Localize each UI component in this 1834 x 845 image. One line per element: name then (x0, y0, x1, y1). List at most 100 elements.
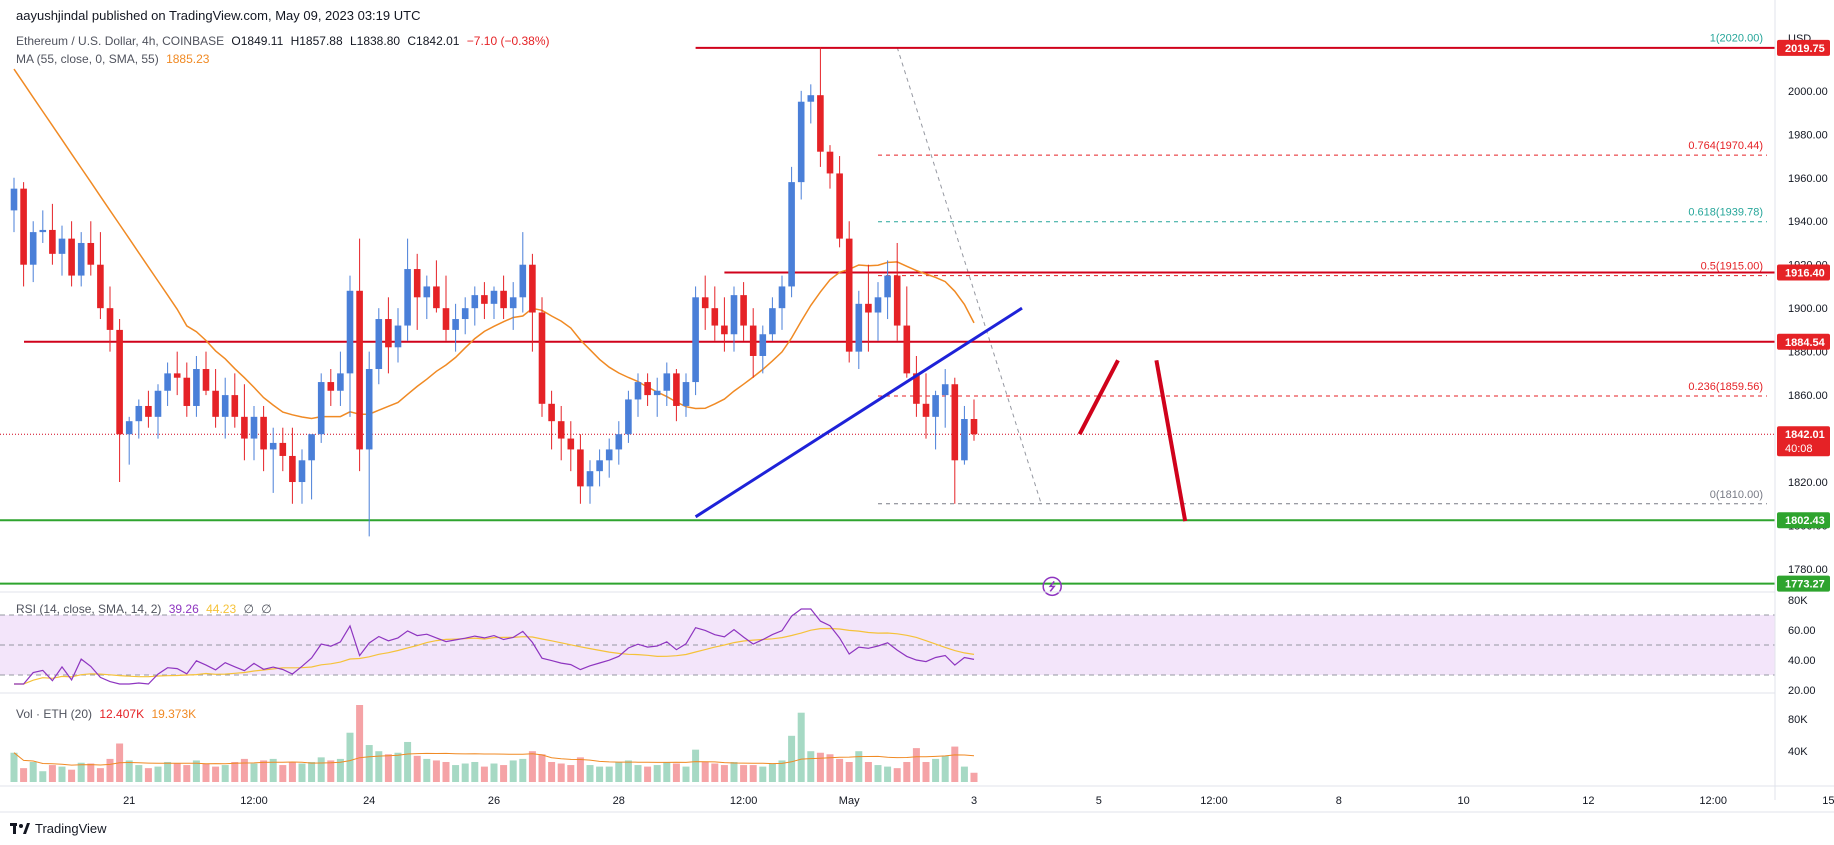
candle-body (250, 416, 258, 439)
y-tick-label: 1780.00 (1788, 564, 1828, 576)
volume-bar (240, 758, 248, 782)
candle-body (125, 421, 133, 435)
volume-bar (730, 761, 738, 782)
tradingview-brand[interactable]: TradingView (10, 821, 107, 836)
rsi-legend[interactable]: RSI (14, close, SMA, 14, 2) 39.26 44.23 … (16, 602, 276, 616)
volume-bar (356, 705, 364, 782)
candle-body (605, 449, 613, 461)
volume-bar (384, 754, 392, 782)
rsi-tick-label: 60.00 (1788, 625, 1816, 637)
volume-bar (586, 765, 594, 782)
volume-bar (221, 765, 229, 782)
candle-body (826, 151, 834, 174)
volume-bar (87, 763, 95, 782)
candle-body (173, 373, 181, 378)
candle-body (183, 377, 191, 406)
x-tick-label: 3 (971, 795, 977, 807)
candle-body (778, 286, 786, 309)
candle-body (298, 460, 306, 483)
fib-level-label: 0.236(1859.56) (1688, 381, 1763, 393)
candle-body (644, 382, 651, 396)
y-tick-label: 2000.00 (1788, 86, 1828, 98)
volume-bar (10, 752, 18, 782)
ohlc-change: −7.10 (−0.38%) (466, 34, 550, 48)
volume-bar (538, 754, 546, 782)
volume-bar (519, 758, 527, 782)
volume-bar (855, 751, 863, 782)
price-tag-bg (1777, 264, 1830, 281)
volume-bar (144, 768, 152, 782)
candle-body (49, 229, 56, 254)
volume-bar (365, 745, 373, 782)
candle-body (365, 369, 373, 450)
projection-down-arrow (1154, 359, 1188, 522)
price-tag-bg (1777, 512, 1830, 529)
volume-bar (797, 712, 805, 782)
fib-level-label: 1(2020.00) (1710, 32, 1763, 44)
y-tick-label: 1860.00 (1788, 390, 1828, 402)
volume-bar (932, 758, 940, 782)
candle-body (356, 290, 363, 450)
candle-body (951, 384, 959, 461)
candle-body (154, 390, 162, 417)
candle-body (970, 419, 978, 435)
volume-bar (951, 746, 959, 782)
lightning-icon (1048, 580, 1056, 592)
volume-bar (874, 765, 882, 782)
price-tag-countdown: 40:08 (1785, 443, 1813, 455)
candle-body (586, 471, 594, 487)
volume-bar (375, 751, 383, 782)
candle-body (529, 264, 536, 313)
candle-body (634, 382, 642, 400)
candle-body (29, 232, 37, 265)
volume-bar (183, 765, 191, 782)
volume-bar (154, 766, 162, 782)
ma-value: 1885.23 (166, 52, 210, 66)
drawings (694, 306, 1188, 597)
volume-sma-value: 19.373K (151, 707, 197, 721)
candle-body (538, 312, 546, 404)
volume-bars (10, 705, 978, 782)
price-tags: 2019.75 1916.40 1884.54 1842.01 40:08 1802.43… (1777, 39, 1830, 592)
symbol-title: Ethereum / U.S. Dollar, 4h, COINBASE (16, 34, 225, 48)
volume-bar (807, 751, 815, 782)
volume-bar (212, 766, 220, 782)
candle-body (922, 403, 930, 417)
rsi-line (14, 608, 975, 685)
candle-body (961, 419, 968, 461)
ma-legend[interactable]: MA (55, close, 0, SMA, 55) 1885.23 (16, 52, 213, 66)
volume-bar (596, 766, 604, 782)
x-tick-label: 28 (613, 795, 625, 807)
candle-body (673, 373, 680, 406)
volume-label: Vol · ETH (20) (16, 707, 93, 721)
volume-bar (58, 766, 66, 782)
candle-body (615, 434, 623, 450)
ohlc-high: H1857.88 (290, 34, 343, 48)
volume-legend[interactable]: Vol · ETH (20) 12.407K 19.373K (16, 707, 200, 721)
x-tick-label: 26 (488, 795, 500, 807)
candle-body (327, 382, 335, 391)
candle-body (548, 403, 555, 422)
volume-bar (672, 763, 680, 782)
volume-ma-line (13, 752, 975, 766)
volume-bar (884, 766, 892, 782)
ohlc-close: C1842.01 (407, 34, 460, 48)
candle-body (193, 369, 200, 406)
candle-body (212, 390, 219, 417)
axes: USD1780.001800.001820.001840.001860.0018… (0, 0, 1834, 813)
volume-bar (941, 755, 949, 782)
volume-bar (644, 766, 652, 782)
volume-bar (893, 768, 901, 782)
candle-body (845, 238, 853, 352)
candle-body (289, 455, 296, 483)
candle-body (721, 325, 728, 335)
candle-body (10, 188, 18, 211)
candle-body (740, 295, 747, 326)
price-tag-label: 2019.75 (1785, 43, 1825, 55)
rsi-sma-line (14, 627, 975, 685)
candle-body (807, 95, 815, 102)
candle-body (385, 319, 392, 348)
volume-bar (202, 763, 210, 782)
rsi-extra-1: ∅ (243, 602, 254, 616)
